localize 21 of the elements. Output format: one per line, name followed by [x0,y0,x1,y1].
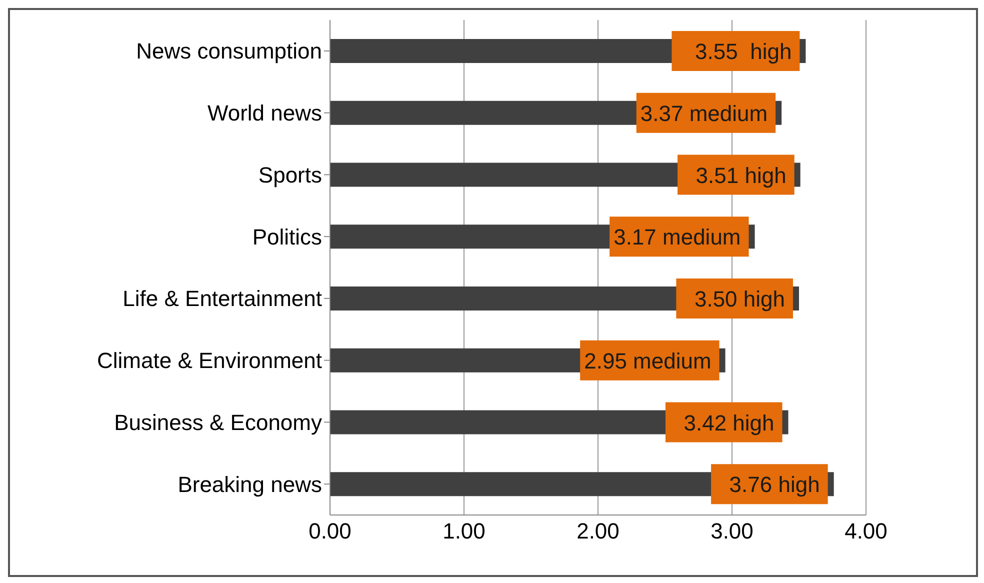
data-label: 3.76 high [729,472,820,498]
data-label: 3.37 medium [640,100,768,126]
y-tick-label: Life & Entertainment [122,286,322,312]
x-tick-label: 0.00 [308,518,352,544]
x-tick-label: 1.00 [442,518,486,544]
y-tick-label: Climate & Environment [97,348,322,374]
data-label: 3.17 medium [614,224,741,250]
y-tick-label: Sports [258,162,322,188]
x-tick-label: 3.00 [710,518,754,544]
x-tick-label: 4.00 [844,518,888,544]
data-label: 3.42 high [684,410,774,436]
y-tick-label: Politics [252,224,322,250]
y-tick-label: News consumption [136,38,322,64]
y-tick-label: Business & Economy [114,410,322,435]
data-label: 2.95 medium [584,348,712,374]
x-tick-label: 2.00 [576,518,620,544]
y-tick-label: Breaking news [178,472,322,497]
data-label: 3.50 high [694,286,785,312]
y-tick-label: World news [207,100,322,126]
data-label: 3.55 high [695,39,792,64]
data-label: 3.51 high [696,162,786,188]
